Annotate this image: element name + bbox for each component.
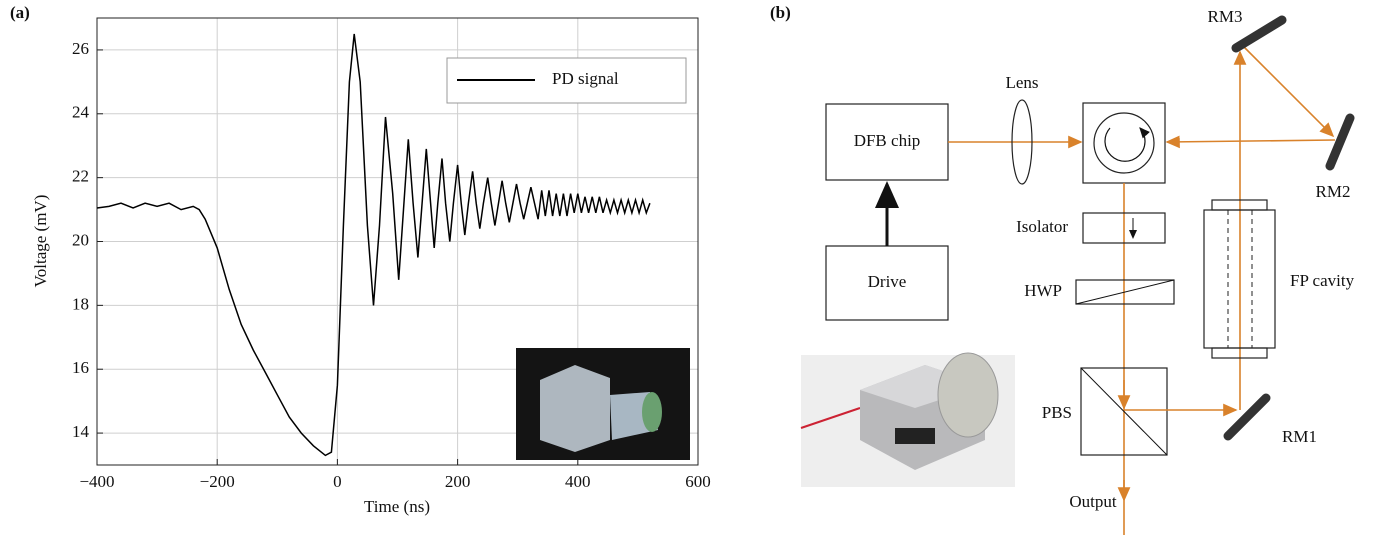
pbs [1080, 367, 1168, 456]
rm3-label: RM3 [1208, 7, 1243, 26]
y-tick-label: 22 [72, 167, 89, 186]
pbs-label: PBS [1042, 403, 1072, 422]
hwp-diagonal [1075, 279, 1175, 305]
chart: 14 16 18 20 22 24 26 −400 −200 0 200 400 600 PD signa… [72, 17, 711, 491]
x-tick-label: 0 [333, 472, 342, 491]
x-tick-label: 200 [445, 472, 471, 491]
mirror [1223, 393, 1271, 441]
rm2-label: RM2 [1316, 182, 1351, 201]
panel-label: (b) [770, 3, 791, 22]
y-tick-label: 16 [72, 358, 89, 377]
beam [1241, 44, 1335, 138]
panel-label: (a) [10, 3, 30, 22]
x-axis-label: Time (ns) [364, 497, 430, 516]
fp-cap [1211, 347, 1268, 359]
y-tick-label: 18 [72, 294, 89, 313]
y-tick-label: 20 [72, 230, 89, 249]
y-axis-label: Voltage (mV) [31, 195, 50, 288]
plot-frame [96, 17, 699, 466]
mirror [1231, 15, 1287, 53]
x-tick-label: −400 [79, 472, 114, 491]
beam [1165, 135, 1336, 149]
x-tick-label: 600 [685, 472, 711, 491]
hwp [1075, 279, 1175, 305]
drive-label: Drive [868, 272, 907, 291]
x-tick-label: 400 [565, 472, 591, 491]
inset-photo [516, 348, 690, 460]
legend-label: PD signal [552, 69, 619, 88]
lens [1011, 99, 1033, 185]
series-line [96, 33, 651, 457]
circulator [1082, 102, 1166, 184]
fp-label: FP cavity [1290, 271, 1355, 290]
isolator-label: Isolator [1016, 217, 1068, 236]
lens-label: Lens [1005, 73, 1038, 92]
output-label: Output [1069, 492, 1117, 511]
fp-cap [1211, 199, 1268, 211]
circulator-ring [1093, 112, 1155, 174]
x-tick-label: −200 [200, 472, 235, 491]
rm1-label: RM1 [1282, 427, 1317, 446]
dfb-label: DFB chip [854, 131, 921, 150]
circulator-arrow [1104, 127, 1150, 162]
hwp-label: HWP [1024, 281, 1062, 300]
pbs-diagonal [1080, 367, 1168, 456]
mirror [1325, 113, 1355, 171]
device-photo [800, 352, 1015, 487]
diagram: DFB chip Drive Lens Isolator HWP PBS Out… [800, 7, 1355, 535]
y-tick-label: 24 [72, 103, 90, 122]
y-tick-label: 26 [72, 39, 89, 58]
y-tick-label: 14 [72, 422, 90, 441]
isolator [1082, 212, 1166, 244]
